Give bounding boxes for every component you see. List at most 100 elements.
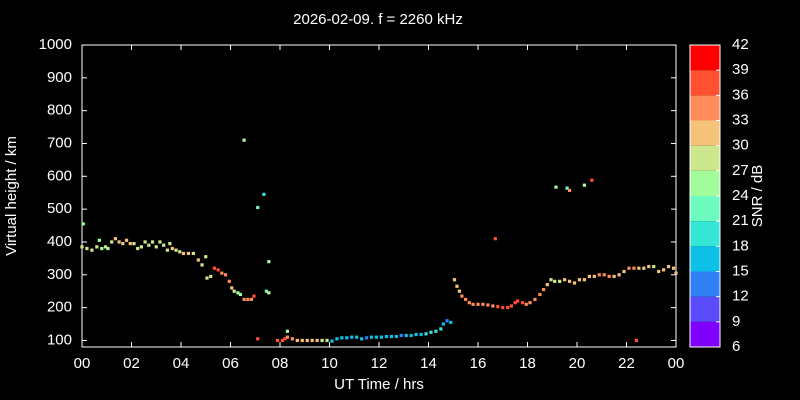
data-point xyxy=(256,337,260,341)
data-point xyxy=(399,333,403,338)
data-point xyxy=(533,297,537,302)
data-point xyxy=(178,250,182,254)
data-point xyxy=(205,276,209,280)
data-point xyxy=(587,274,591,279)
colorbar-segment xyxy=(690,120,720,146)
colorbar-tick-label: 36 xyxy=(732,86,749,103)
data-point xyxy=(320,338,324,343)
colorbar-segment xyxy=(690,271,720,297)
data-point xyxy=(671,266,676,270)
data-point xyxy=(280,338,285,343)
data-point xyxy=(267,260,271,264)
x-tick-label: 08 xyxy=(272,355,289,372)
colorbar-segment xyxy=(690,45,720,71)
data-point xyxy=(632,266,636,270)
data-point xyxy=(264,289,268,293)
data-point xyxy=(577,278,582,282)
x-tick-label: 04 xyxy=(173,355,190,372)
data-point xyxy=(434,329,438,333)
data-point xyxy=(80,245,84,249)
data-point xyxy=(117,240,121,244)
data-point xyxy=(139,245,143,249)
colorbar-tick-label: 24 xyxy=(732,187,749,204)
data-point xyxy=(394,334,398,339)
colorbar-segment xyxy=(690,170,720,196)
data-point xyxy=(419,332,423,337)
data-point xyxy=(170,246,174,251)
data-point xyxy=(256,205,260,210)
data-point xyxy=(150,240,155,244)
data-point xyxy=(128,241,132,246)
plot-frame xyxy=(81,44,677,348)
data-point xyxy=(242,138,246,142)
data-point xyxy=(652,264,656,269)
data-point xyxy=(335,337,339,341)
data-point xyxy=(295,338,299,343)
data-point xyxy=(553,279,557,283)
data-point xyxy=(429,330,433,334)
data-point xyxy=(95,245,99,249)
colorbar-tick-label: 15 xyxy=(732,262,749,279)
data-point xyxy=(252,294,256,298)
data-point xyxy=(200,263,204,267)
data-point xyxy=(154,245,158,249)
colorbar-segment xyxy=(690,95,720,121)
data-point xyxy=(106,246,110,251)
data-point xyxy=(481,302,485,306)
data-point xyxy=(476,302,480,306)
data-point xyxy=(524,302,528,306)
data-point xyxy=(457,289,462,293)
data-point xyxy=(572,281,577,285)
colorbar-segment xyxy=(690,296,720,322)
data-point xyxy=(325,338,329,343)
colorbar-segment xyxy=(690,221,720,247)
colorbar-tick-label: 42 xyxy=(732,36,749,53)
data-point xyxy=(379,335,384,339)
data-point xyxy=(90,248,94,252)
x-tick-label: 22 xyxy=(618,355,635,372)
data-point xyxy=(467,301,471,305)
data-point xyxy=(567,279,572,283)
y-tick-label: 600 xyxy=(47,167,72,184)
data-point xyxy=(315,338,319,343)
data-point xyxy=(607,274,611,279)
data-point xyxy=(191,251,195,256)
data-point xyxy=(439,327,443,331)
data-point xyxy=(305,338,309,343)
data-point xyxy=(590,178,594,182)
data-point xyxy=(232,289,236,293)
data-point xyxy=(262,192,266,196)
data-point xyxy=(389,334,393,339)
colorbar-tick-label: 21 xyxy=(732,212,749,229)
x-tick-label: 16 xyxy=(470,355,487,372)
chart-title: 2026-02-09. f = 2260 kHz xyxy=(293,11,463,28)
data-point xyxy=(501,306,505,310)
data-point xyxy=(506,306,510,310)
data-point xyxy=(97,238,101,242)
data-point xyxy=(597,273,601,277)
data-point xyxy=(85,246,89,251)
data-point xyxy=(181,251,186,256)
data-point xyxy=(563,278,567,282)
y-tick-label: 100 xyxy=(47,331,72,348)
data-point xyxy=(285,335,290,339)
y-tick-label: 300 xyxy=(47,266,72,283)
y-tick-label: 500 xyxy=(47,200,72,217)
colorbar-tick-label: 30 xyxy=(732,137,749,154)
data-point xyxy=(493,237,497,241)
x-tick-label: 00 xyxy=(668,355,685,372)
x-tick-label: 06 xyxy=(222,355,239,372)
data-point xyxy=(220,271,224,275)
data-point xyxy=(168,241,172,246)
data-point xyxy=(554,185,558,189)
data-point xyxy=(471,302,475,306)
data-point xyxy=(642,266,646,270)
colorbar-segment xyxy=(690,196,720,222)
colorbar-segment xyxy=(690,145,720,171)
colorbar-tick-label: 39 xyxy=(732,61,749,78)
data-point xyxy=(409,333,413,338)
data-point xyxy=(300,338,304,343)
data-point xyxy=(216,268,220,272)
data-point xyxy=(290,337,294,341)
